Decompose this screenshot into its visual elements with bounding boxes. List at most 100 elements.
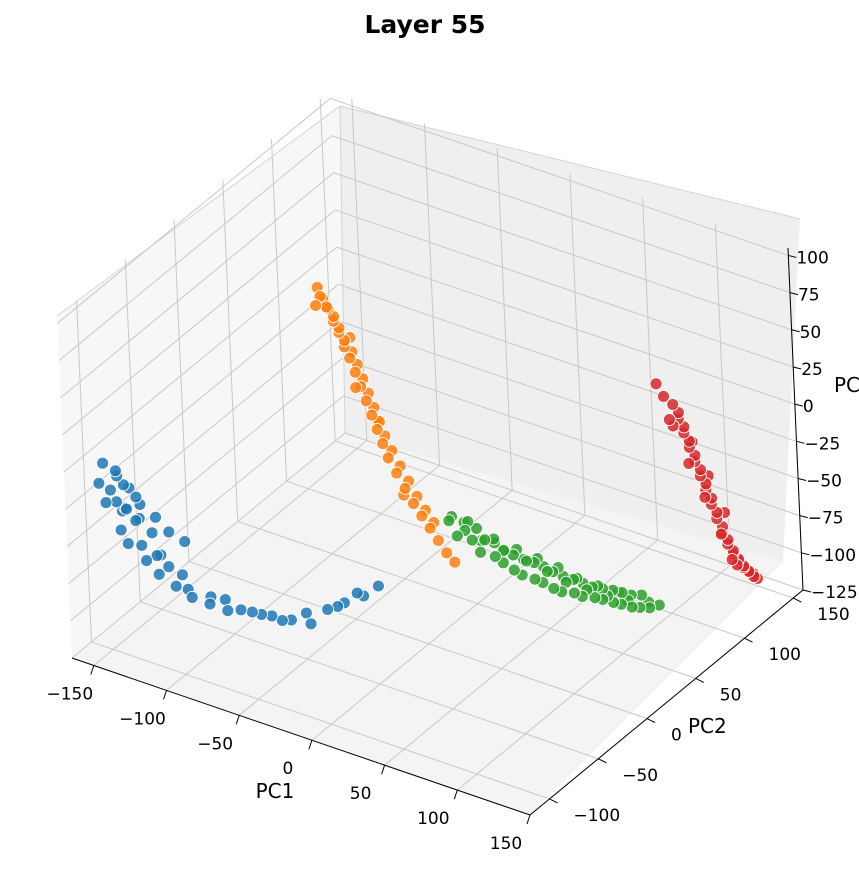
data-point-series-0 — [150, 549, 164, 563]
data-point-series-0 — [99, 496, 113, 510]
data-point-series-1 — [365, 408, 379, 422]
y-tick-mark — [793, 597, 802, 603]
y-grid-line — [222, 179, 239, 522]
x-grid-line — [424, 123, 441, 466]
data-point-series-0 — [129, 514, 143, 528]
data-point-series-1 — [359, 394, 373, 408]
z-tick-label: −25 — [804, 434, 840, 454]
x-tick-label: −50 — [197, 734, 233, 754]
z-tick-label: 100 — [796, 248, 828, 268]
data-point-series-0 — [304, 617, 318, 631]
data-point-series-0 — [114, 523, 128, 537]
data-point-series-3 — [698, 490, 712, 504]
data-point-series-1 — [415, 509, 429, 523]
z-tick-mark — [797, 477, 807, 481]
x-axis-label: PC1 — [256, 779, 295, 803]
data-point-series-2 — [528, 572, 542, 586]
data-point-series-1 — [407, 497, 420, 511]
z-tick-label: −50 — [806, 471, 842, 491]
z-tick-label: −125 — [811, 583, 858, 603]
z-grid-line — [338, 283, 797, 442]
z-tick-mark — [801, 552, 810, 556]
pane-edges — [56, 105, 801, 434]
z-tick-mark — [794, 403, 803, 407]
data-point-series-1 — [349, 381, 363, 395]
y-grid-line — [76, 299, 92, 642]
data-point-series-3 — [714, 527, 728, 541]
z-grid-line — [58, 135, 333, 361]
data-point-series-3 — [649, 377, 663, 391]
data-point-series-0 — [121, 537, 135, 551]
z-grid-line — [335, 209, 794, 368]
y-tick-label: −100 — [574, 806, 621, 826]
y-grid-line — [91, 641, 550, 800]
data-point-series-0 — [175, 568, 189, 582]
data-point-series-3 — [657, 389, 670, 403]
data-point-series-2 — [520, 554, 533, 568]
y-tick-label: 50 — [720, 685, 742, 705]
data-point-series-1 — [431, 534, 445, 547]
x-grid-line — [93, 440, 368, 666]
data-point-series-0 — [299, 606, 313, 620]
data-point-series-0 — [203, 597, 217, 611]
y-tick-mark — [695, 677, 704, 683]
z-grid-line — [344, 432, 804, 591]
data-point-series-0 — [371, 579, 385, 593]
x-tick-mark — [453, 789, 458, 800]
z-grid-line — [66, 321, 341, 547]
x-grid-line — [642, 198, 659, 541]
x-grid-line — [496, 148, 513, 491]
x-tick-label: 150 — [490, 834, 522, 854]
z-tick-label: −75 — [808, 509, 844, 529]
x-tick-mark — [381, 765, 386, 775]
data-point-series-0 — [120, 502, 133, 516]
z-grid-line — [331, 135, 791, 294]
data-point-series-0 — [245, 605, 259, 619]
z-grid-line — [339, 321, 799, 479]
data-point-series-3 — [725, 553, 739, 567]
z-tick-label: −100 — [809, 546, 856, 566]
x-grid-line — [166, 465, 440, 691]
x-tick-mark — [308, 740, 313, 750]
z-tick-mark — [802, 589, 812, 593]
y-axis-label: PC2 — [688, 714, 727, 738]
data-point-series-1 — [440, 546, 454, 560]
x-tick-label: 50 — [350, 784, 372, 804]
z-axis-line — [787, 247, 804, 591]
data-point-series-0 — [169, 579, 183, 593]
x-tick-mark — [90, 665, 95, 675]
data-point-series-1 — [370, 422, 384, 436]
y-axis-line — [529, 589, 804, 816]
data-point-series-0 — [149, 510, 162, 524]
data-point-series-2 — [478, 533, 492, 547]
z-tick-label: 50 — [800, 323, 822, 343]
z-grid-line — [68, 358, 343, 585]
x-grid-line — [384, 539, 658, 766]
data-point-series-0 — [185, 590, 199, 604]
z-grid-line — [71, 432, 346, 659]
y-grid-line — [188, 561, 648, 720]
data-point-series-0 — [162, 560, 176, 574]
z-tick-mark — [791, 329, 800, 333]
x-tick-label: −150 — [46, 684, 93, 704]
data-point-series-2 — [474, 545, 487, 559]
data-point-series-2 — [567, 586, 581, 600]
data-point-series-1 — [309, 299, 323, 312]
data-point-series-2 — [588, 591, 602, 605]
y-tick-mark — [549, 798, 558, 804]
data-point-series-0 — [116, 478, 130, 492]
y-tick-mark — [646, 718, 656, 724]
z-axis-label: PC3 — [834, 373, 859, 397]
x-axis-line — [71, 657, 531, 816]
data-point-series-0 — [140, 554, 154, 568]
z-tick-label: 25 — [801, 360, 823, 380]
z-tick-mark — [799, 515, 808, 519]
z-grid-line — [57, 98, 331, 324]
z-grid-line — [60, 172, 334, 399]
left-back-pane — [57, 106, 345, 658]
z-tick-label: 75 — [798, 286, 820, 306]
data-point-series-2 — [442, 514, 456, 528]
data-point-series-1 — [376, 437, 390, 451]
data-point-series-0 — [96, 456, 110, 470]
